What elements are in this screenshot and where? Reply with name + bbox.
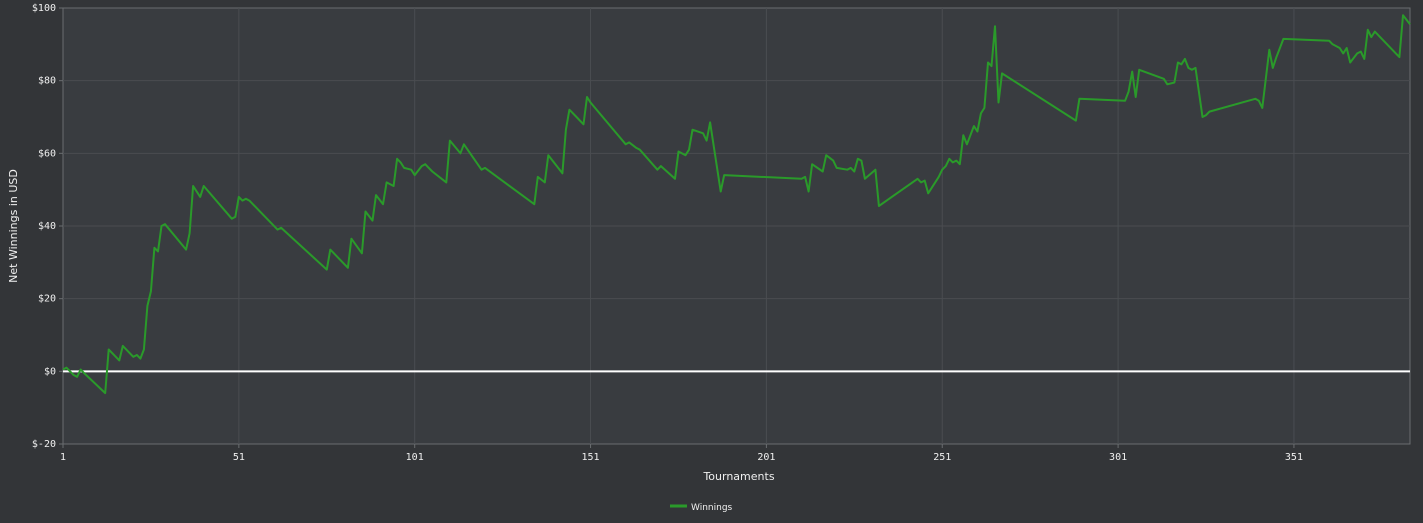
y-axis-ticks: $-20 $0 $20 $40 $60 $80 $100 bbox=[32, 3, 63, 450]
x-tick-label: 51 bbox=[233, 452, 245, 463]
y-tick-label: $0 bbox=[44, 366, 56, 377]
y-tick-label: $60 bbox=[38, 148, 56, 159]
legend: Winnings bbox=[670, 503, 733, 513]
legend-label-winnings: Winnings bbox=[691, 503, 733, 513]
y-tick-label: $40 bbox=[38, 221, 56, 232]
x-tick-label: 301 bbox=[1109, 452, 1127, 463]
y-tick-label: $-20 bbox=[32, 439, 56, 450]
x-tick-label: 151 bbox=[582, 452, 600, 463]
x-tick-label: 251 bbox=[933, 452, 951, 463]
x-tick-label: 201 bbox=[757, 452, 775, 463]
series-line-winnings bbox=[62, 14, 1411, 395]
x-tick-label: 351 bbox=[1285, 452, 1303, 463]
y-tick-label: $100 bbox=[32, 3, 56, 14]
x-tick-label: 1 bbox=[60, 452, 66, 463]
y-axis-title: Net Winnings in USD bbox=[7, 169, 20, 283]
y-tick-label: $80 bbox=[38, 76, 56, 87]
x-axis-title: Tournaments bbox=[702, 470, 774, 483]
y-tick-label: $20 bbox=[38, 294, 56, 305]
x-axis-ticks: 1 51 101 151 201 251 301 351 bbox=[60, 444, 1303, 463]
x-tick-label: 101 bbox=[406, 452, 424, 463]
